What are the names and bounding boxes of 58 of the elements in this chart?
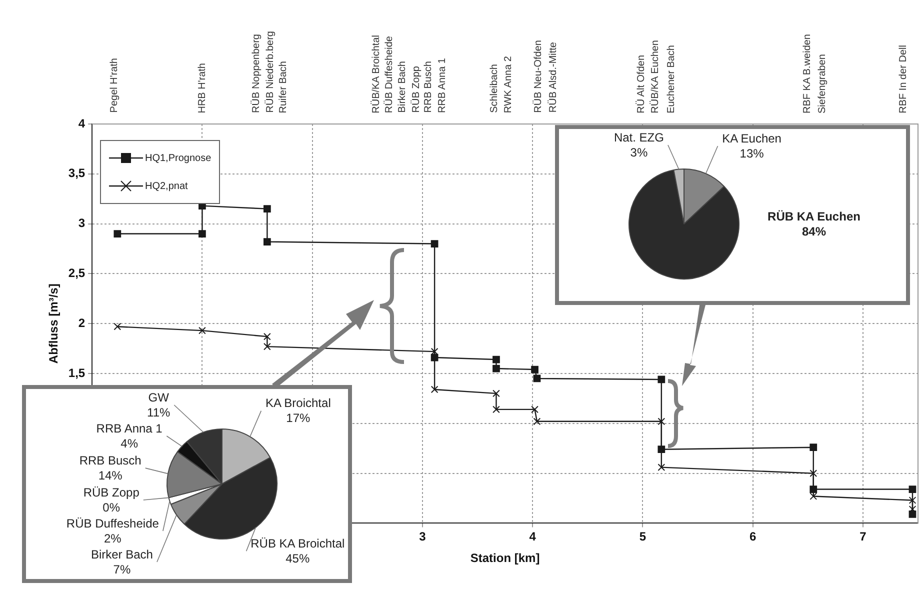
slice-label: RRB Anna 1	[96, 421, 163, 436]
slice-label: KA Broichtal	[265, 396, 331, 410]
y-tick-label: 2	[78, 316, 86, 330]
y-axis-title: Abfluss [m³/s]	[46, 284, 61, 364]
text: RRB Busch	[422, 61, 435, 113]
data-label: 2%	[104, 531, 122, 546]
text: Siefengraben	[816, 54, 829, 113]
y-tick-label: 4	[78, 116, 86, 130]
slice-label: RÜB KA Euchen	[768, 209, 860, 224]
text: RÜB/KA Broichtal	[370, 34, 383, 113]
data-label: 3%	[630, 145, 648, 160]
slice-label: Nat. EZG	[614, 130, 664, 144]
x-tick-label: 3	[419, 530, 426, 544]
text: RÜB Noppenberg	[250, 34, 263, 113]
text: HRB H'rath	[196, 62, 209, 113]
slice-label: GW	[148, 390, 170, 404]
y-tick-label: 3	[78, 216, 86, 230]
data-label: 4%	[120, 436, 138, 450]
text: RBF In der Dell	[897, 44, 910, 113]
slice-label: KA Euchen	[722, 131, 782, 146]
y-tick-label: 1,5	[68, 366, 86, 380]
x-tick-label: 5	[639, 530, 646, 544]
slice-label: RÜB KA Broichtal	[250, 536, 345, 550]
data-label: 17%	[286, 411, 311, 426]
text: RBF KA B.weiden	[801, 34, 814, 113]
text: RÜB Alsd.-Mitte	[547, 42, 560, 113]
x-axis-title: Station [km]	[470, 551, 540, 566]
text: Birker Bach	[396, 61, 409, 113]
data-label: 13%	[740, 146, 764, 160]
text: Schleibach	[488, 64, 501, 113]
text: RÜ Alt Ofden	[635, 54, 648, 113]
text: RÜB Zopp	[410, 66, 423, 113]
text: Euchener Bach	[665, 44, 678, 113]
legend-label: RÜB Zopp	[83, 485, 140, 500]
slice-label: Birker Bach	[90, 547, 153, 562]
data-label: 7%	[113, 562, 131, 576]
y-tick-label: 3,5	[68, 166, 86, 180]
text: Pegel H'rath	[108, 58, 121, 113]
slice-label: RÜB Duffesheide	[66, 516, 160, 530]
data-label: 14%	[98, 468, 123, 482]
x-tick-label: 4	[529, 530, 536, 544]
text: RÜB Duffesheide	[383, 36, 396, 113]
legend-label: HQ1,Prognose	[145, 152, 212, 164]
text: RÜB Niederb.berg	[264, 31, 277, 113]
slice-label: RRB Busch	[79, 453, 142, 468]
x-tick-label: 6	[749, 530, 756, 544]
text: 0%	[102, 500, 120, 514]
text: RÜB/KA Euchen	[649, 40, 662, 113]
text: RRB Anna 1	[436, 58, 449, 113]
data-label: 84%	[802, 224, 826, 238]
data-label: 45%	[286, 551, 310, 566]
legend-label: HQ2,pnat	[145, 180, 188, 192]
text: RÜB Neu-Ofden	[532, 40, 545, 113]
text: RWK Anna 2	[502, 56, 515, 113]
x-tick-label: 7	[860, 530, 867, 544]
text: Ruifer Bach	[277, 60, 290, 113]
y-tick-label: 2,5	[68, 266, 86, 280]
data-label: 11%	[147, 405, 170, 420]
